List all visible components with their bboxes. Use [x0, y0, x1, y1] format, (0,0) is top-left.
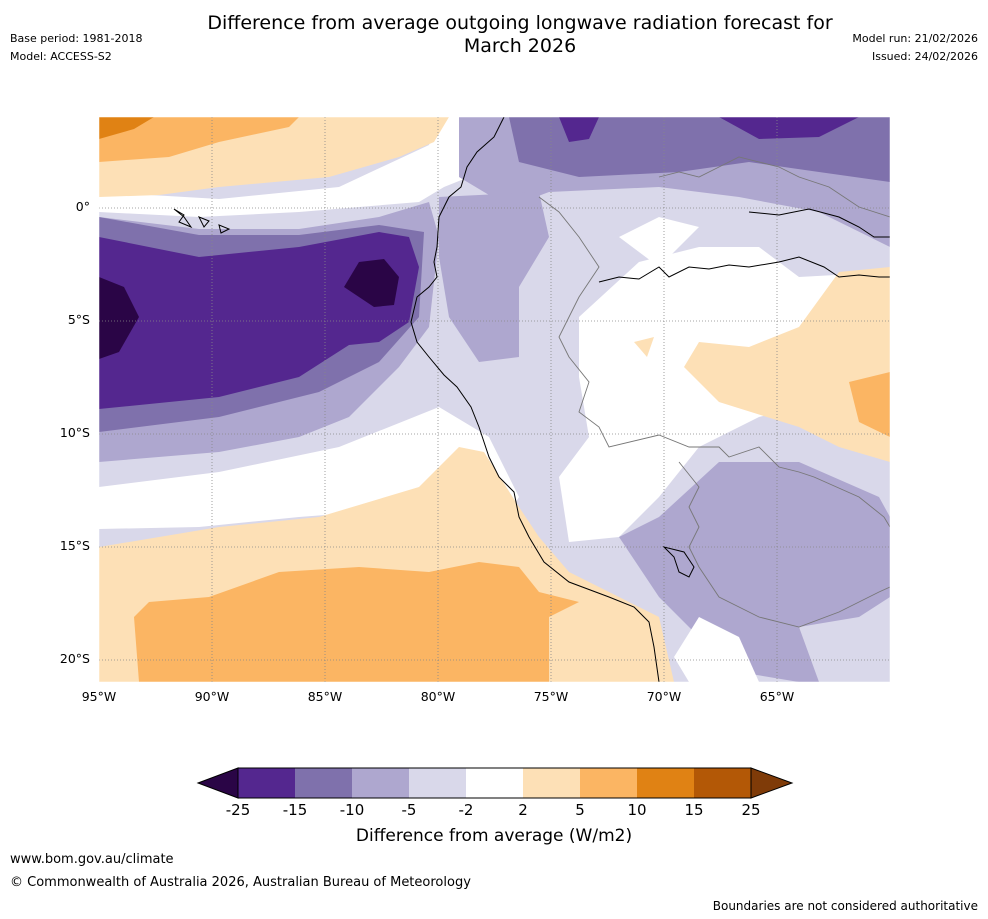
field-white-coast-s: [674, 617, 759, 682]
field-purple-dark-w: [99, 232, 419, 409]
border-bolivia: [678, 461, 890, 628]
lon-label-85w: 85°W: [307, 689, 343, 704]
colorbar-label: Difference from average (W/m2): [355, 826, 633, 846]
footer-disclaimer: Boundaries are not considered authoritat…: [712, 899, 978, 913]
colorbar-swatch-5: [466, 768, 523, 798]
colorbar-tick-3: -10: [339, 801, 365, 819]
lon-label-95w: 95°W: [81, 689, 117, 704]
lat-label-0: 0°: [75, 199, 90, 214]
colorbar-swatch-6: [523, 768, 580, 798]
gridlines: [99, 117, 890, 682]
colorbar-tick-4: -5: [401, 801, 417, 819]
colorbar-tick-1: -25: [225, 801, 251, 819]
field-darkest-core: [344, 259, 399, 307]
lat-label-10s: 10°S: [59, 425, 90, 440]
coastline-amazon: [598, 256, 890, 283]
colorbar-swatch-3: [352, 768, 409, 798]
border-peru-brazil: [538, 196, 890, 528]
colorbar: [196, 767, 794, 799]
field-white-patch: [619, 217, 699, 267]
meta-left: Base period: 1981-2018 Model: ACCESS-S2: [10, 32, 142, 64]
colorbar-tick-2: -15: [282, 801, 308, 819]
colorbar-swatch-4: [409, 768, 466, 798]
field-peach-e: [684, 267, 890, 462]
border-colombia-venezuela: [658, 156, 890, 218]
field-orange-e: [849, 372, 890, 437]
field-darkorange-nw: [99, 117, 154, 139]
colorbar-swatch-1: [238, 768, 295, 798]
field-purple-coast: [439, 192, 549, 362]
colorbar-swatch-2: [295, 768, 352, 798]
colorbar-outline: [237, 767, 752, 799]
issued-date: Issued: 24/02/2026: [871, 50, 978, 63]
lon-label-75w: 75°W: [533, 689, 569, 704]
lon-label-70w: 70°W: [646, 689, 682, 704]
base-period: Base period: 1981-2018: [10, 32, 143, 45]
model-name: Model: ACCESS-S2: [10, 50, 112, 63]
coastlines: [173, 117, 890, 682]
field-purple-dark-ne-2: [719, 117, 859, 139]
forecast-map: [99, 117, 890, 682]
colorbar-tick-6: 2: [518, 801, 528, 819]
lon-label-80w: 80°W: [420, 689, 456, 704]
field-lavender-se: [799, 597, 890, 682]
galapagos-islands: [173, 208, 231, 234]
field-peach-spot: [634, 337, 654, 357]
title-line-2: March 2026: [463, 35, 577, 57]
anomaly-fields: [99, 117, 890, 682]
colorbar-tick-10: 25: [741, 801, 761, 819]
colorbar-tick-9: 15: [684, 801, 704, 819]
colorbar-swatch-8: [637, 768, 694, 798]
colorbar-cap-high: [750, 767, 794, 799]
model-run: Model run: 21/02/2026: [852, 32, 978, 45]
colorbar-swatch-7: [580, 768, 637, 798]
title-line-1: Difference from average outgoing longwav…: [207, 12, 833, 34]
field-white-north: [99, 117, 519, 217]
lake-titicaca: [662, 546, 695, 578]
field-purple-dark-ne-1: [559, 117, 599, 142]
colorbar-tick-8: 10: [627, 801, 647, 819]
colorbar-tick-7: 5: [575, 801, 585, 819]
colorbar-tick-5: -2: [458, 801, 474, 819]
coastline-north: [748, 208, 890, 238]
field-orange-nw: [99, 117, 299, 162]
meta-right: Model run: 21/02/2026 Issued: 24/02/2026: [852, 32, 978, 64]
colorbar-cap-low: [196, 767, 239, 799]
chart-title: Difference from average outgoing longwav…: [0, 12, 988, 58]
country-borders: [538, 156, 890, 628]
lat-label-5s: 5°S: [67, 312, 90, 327]
lon-label-90w: 90°W: [194, 689, 230, 704]
footer-copyright: © Commonwealth of Australia 2026, Austra…: [10, 875, 471, 890]
lat-label-20s: 20°S: [59, 651, 90, 666]
field-darkest-west: [99, 277, 139, 359]
lat-label-15s: 15°S: [59, 538, 90, 553]
lon-label-65w: 65°W: [759, 689, 795, 704]
field-orange-sw: [134, 562, 579, 682]
coastline-west: [410, 117, 660, 682]
footer-url[interactable]: www.bom.gov.au/climate: [10, 852, 174, 867]
colorbar-swatch-9: [694, 768, 751, 798]
